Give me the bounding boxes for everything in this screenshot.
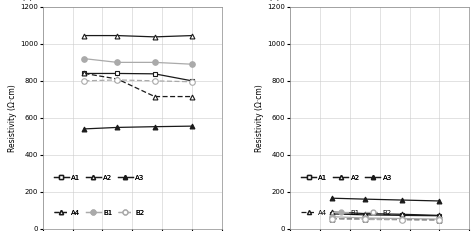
Legend: A4, B1, B2: A4, B1, B2 bbox=[51, 207, 147, 218]
Legend: A1, A2, A3: A1, A2, A3 bbox=[298, 172, 394, 184]
Text: (b): (b) bbox=[268, 0, 281, 3]
Legend: A4, B1, B2: A4, B1, B2 bbox=[298, 207, 394, 218]
Y-axis label: Resistivity (Ω·cm): Resistivity (Ω·cm) bbox=[255, 84, 264, 152]
Legend: A1, A2, A3: A1, A2, A3 bbox=[51, 172, 147, 184]
Y-axis label: Resistivity (Ω·cm): Resistivity (Ω·cm) bbox=[8, 84, 17, 152]
Text: (a): (a) bbox=[21, 0, 33, 3]
